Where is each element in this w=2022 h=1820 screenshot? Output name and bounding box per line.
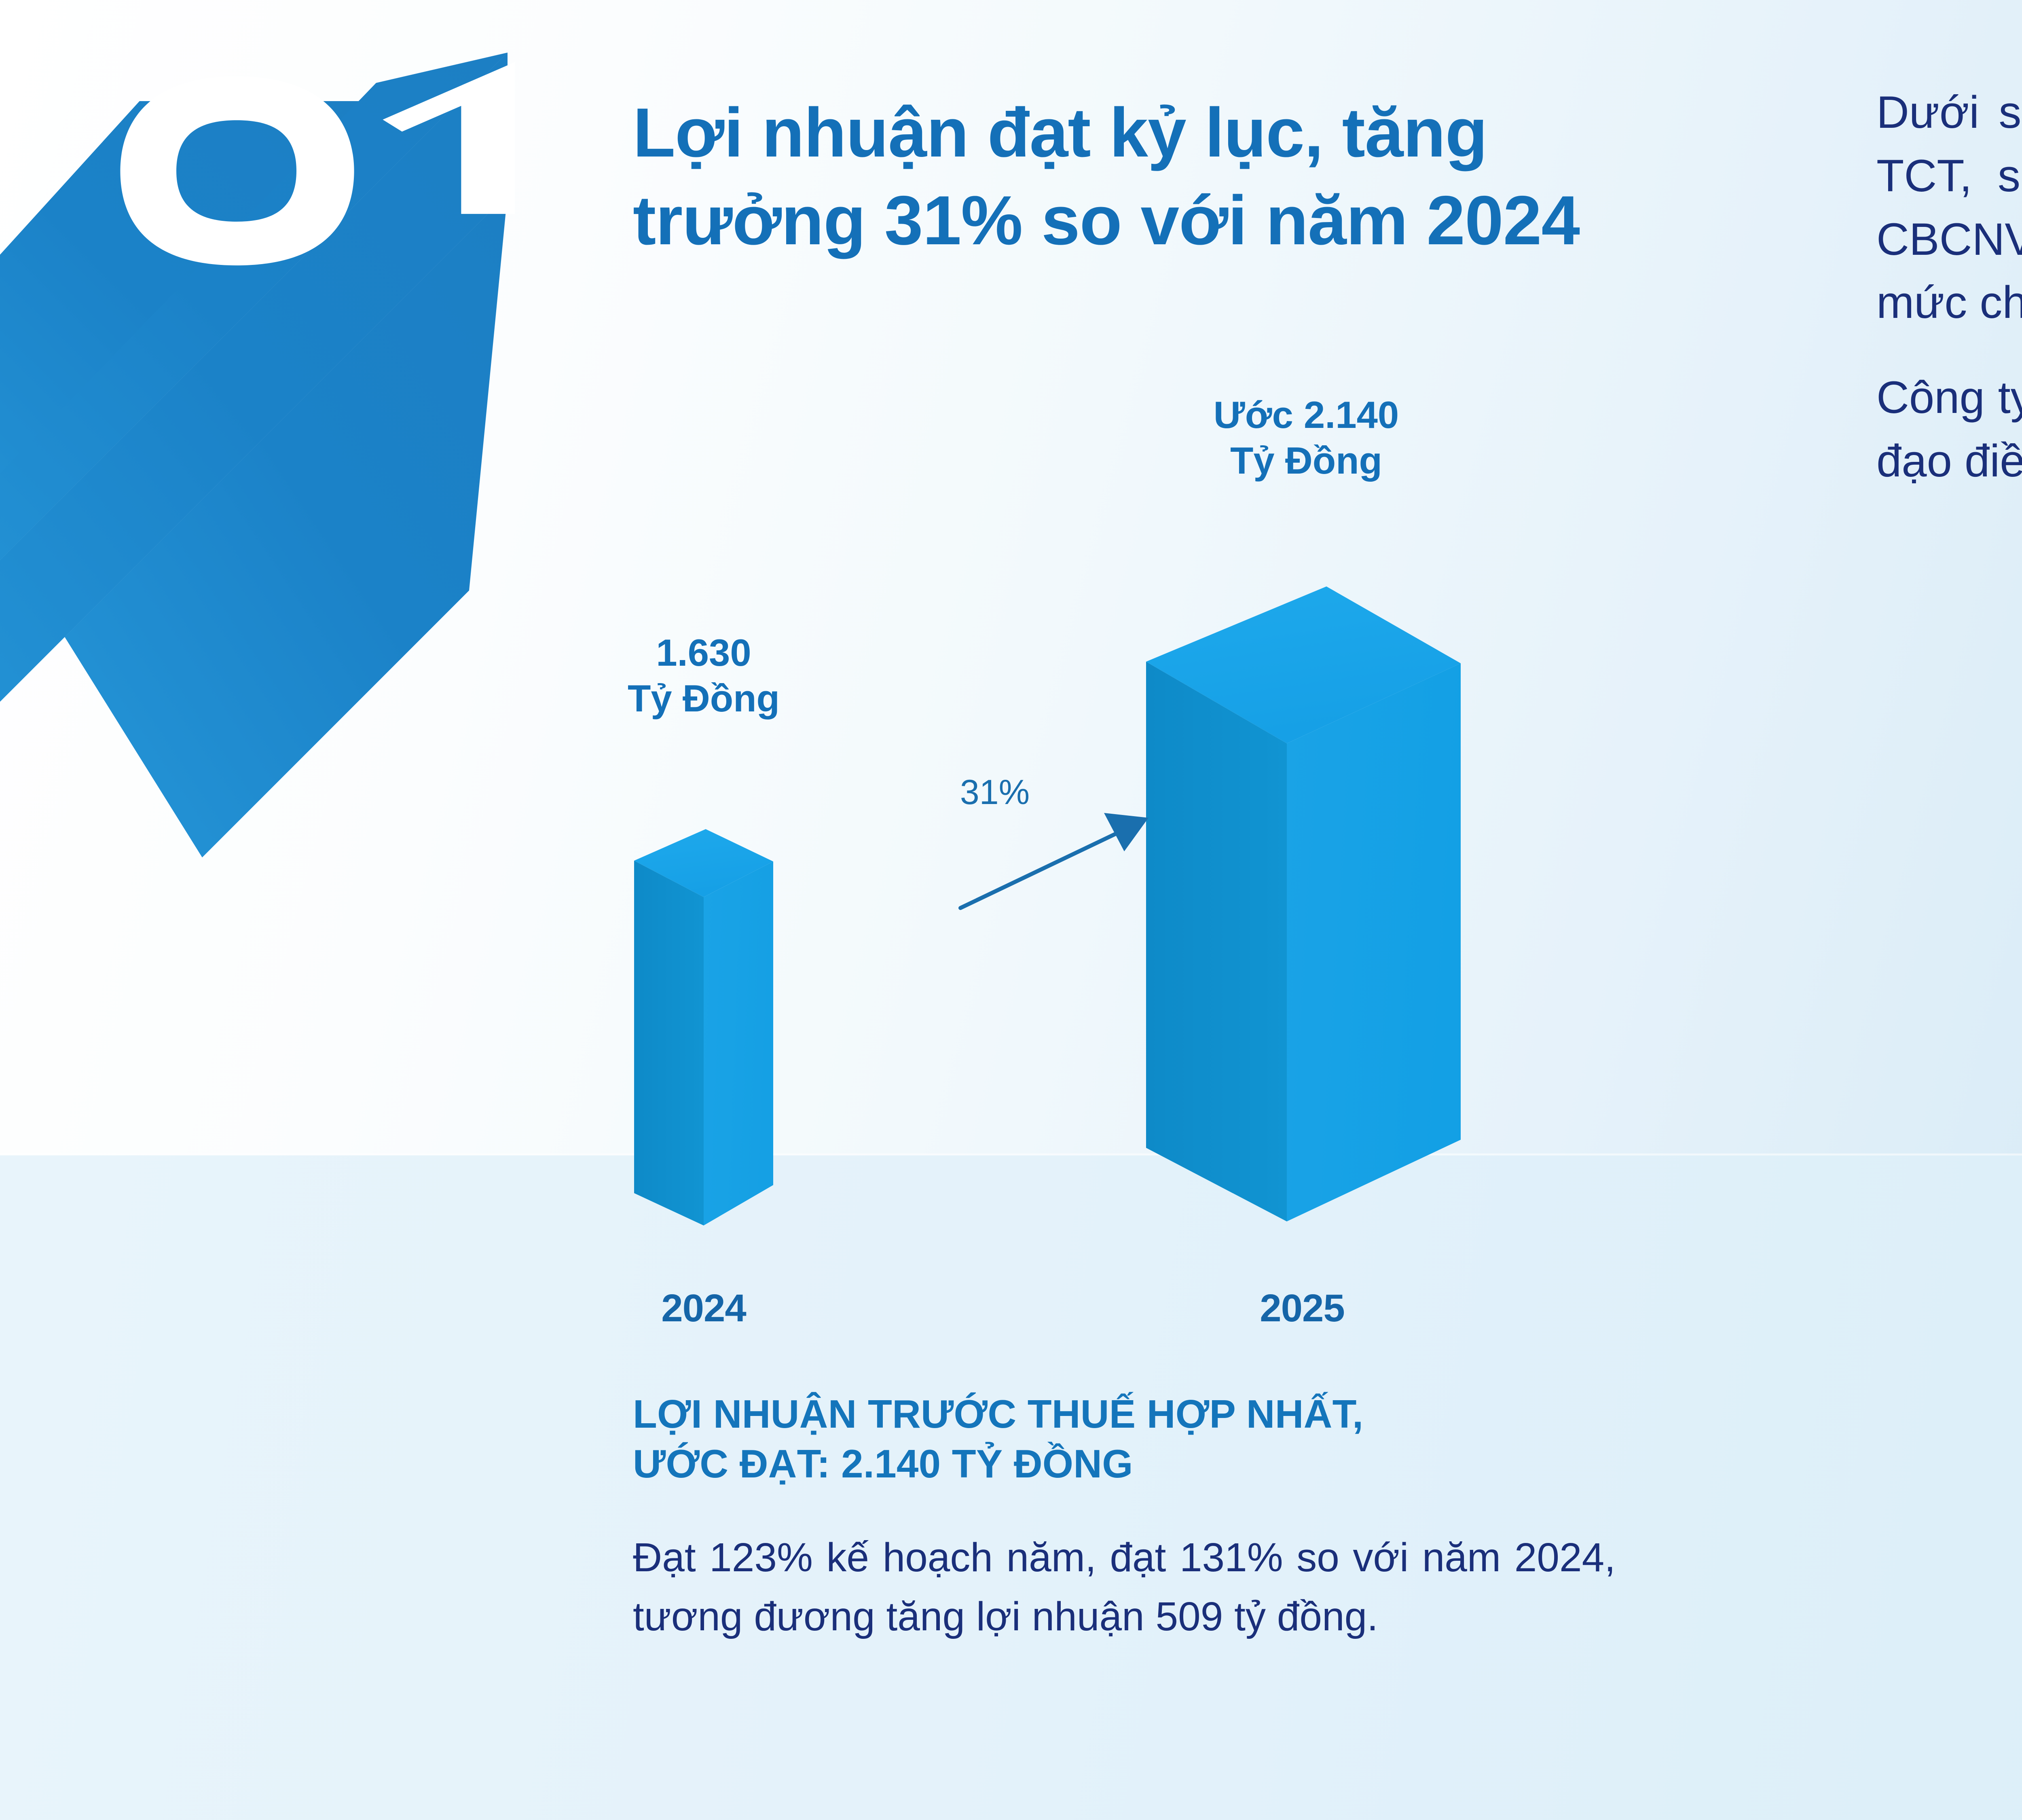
background-floor-line <box>0 1153 2022 1155</box>
caption-left-body: Đạt 123% kế hoạch năm, đạt 131% so với n… <box>633 1534 1616 1639</box>
chart-parent-company-pretax-profit: Ước 1.515 Tỷ Đồng 2% 2024 2025 <box>1982 627 2022 1339</box>
bar-2025-left-value: Ước 2.140 <box>1213 394 1399 436</box>
bar-2025-left-value-label: Ước 2.140 Tỷ Đồng <box>1148 392 1464 484</box>
page-title-line-1: Lợi nhuận đạt kỷ lục, tăng <box>633 94 1488 171</box>
chart-consolidated-pretax-profit: 1.630 Tỷ Đồng Ước 2.140 Tỷ Đồng 31% 2024… <box>566 394 1618 1330</box>
page-title-line-2: trưởng 31% so với năm 2024 <box>633 181 1580 259</box>
growth-arrow-left <box>958 813 1148 910</box>
bar-2024-left-unit: Tỷ Đồng <box>628 677 780 720</box>
badge-shadow <box>0 53 508 857</box>
bar-2024-left-value: 1.630 <box>656 631 751 674</box>
caption-left-title-line-1: LỢI NHUẬN TRƯỚC THUẾ HỢP NHẤT, <box>633 1392 1364 1436</box>
axis-label-2024-left: 2024 <box>661 1287 747 1330</box>
axis-label-2025-left: 2025 <box>1260 1287 1345 1330</box>
growth-percent-left: 31% <box>960 773 1030 812</box>
intro-paragraph-2: Công ty Mẹ cũng thể hiện tốt vai trò dẫn… <box>1876 372 2022 486</box>
caption-left-title-line-2: ƯỚC ĐẠT: 2.140 TỶ ĐỒNG <box>633 1441 1133 1486</box>
bar-2024-left <box>634 829 773 1225</box>
intro-paragraph-1: Dưới sự điều hành quyết liệt và linh hoạ… <box>1876 87 2022 328</box>
bar-2025-left <box>1146 586 1461 1221</box>
page-title: Lợi nhuận đạt kỷ lục, tăng trưởng 31% so… <box>633 89 1854 264</box>
intro-text-block: Dưới sự điều hành quyết liệt và linh hoạ… <box>1876 81 2022 493</box>
caption-left: LỢI NHUẬN TRƯỚC THUẾ HỢP NHẤT, ƯỚC ĐẠT: … <box>633 1389 1616 1646</box>
bar-2024-left-value-label: 1.630 Tỷ Đồng <box>607 630 801 722</box>
badge-number-glyphs <box>120 62 515 266</box>
background-floor <box>0 1155 2022 1820</box>
bar-2025-left-unit: Tỷ Đồng <box>1230 439 1382 482</box>
section-number-badge: 01 <box>0 0 607 1092</box>
caption-left-title: LỢI NHUẬN TRƯỚC THUẾ HỢP NHẤT, ƯỚC ĐẠT: … <box>633 1389 1616 1489</box>
